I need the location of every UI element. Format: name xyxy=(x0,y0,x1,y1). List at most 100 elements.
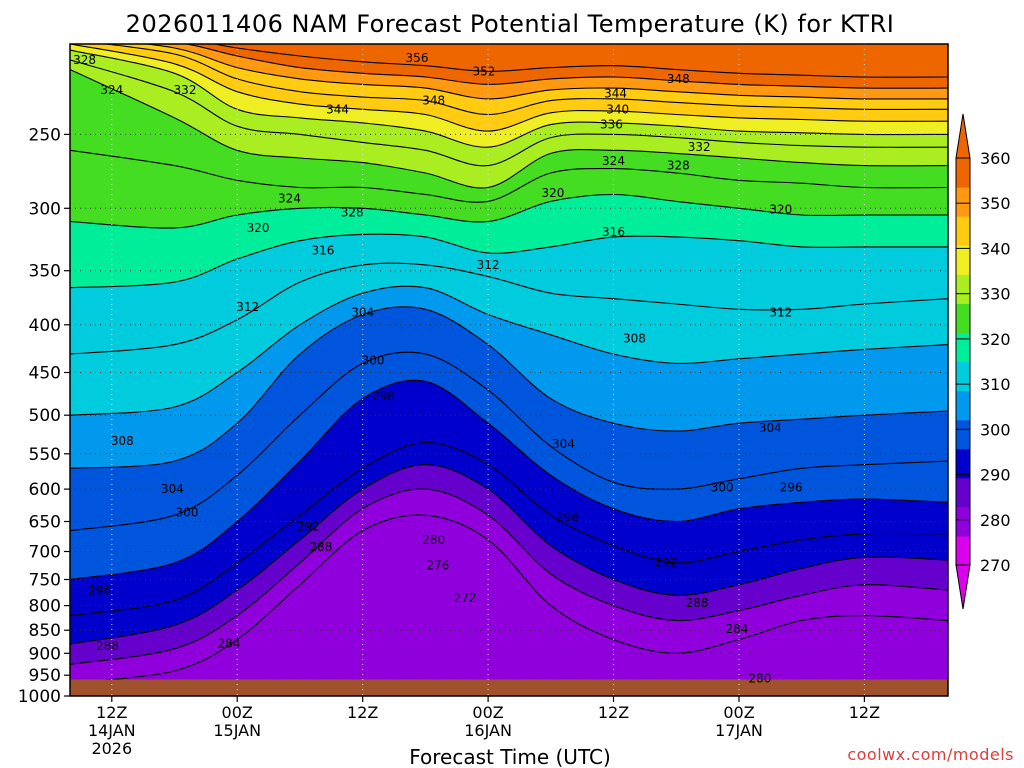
colorbar-label: 290 xyxy=(980,466,1011,485)
contour-label: 324 xyxy=(100,83,123,97)
colorbar-top-arrow xyxy=(955,113,971,159)
theta-band-fill xyxy=(70,234,948,355)
theta-band-fill xyxy=(70,352,948,580)
contour-label: 324 xyxy=(278,192,301,206)
contour-label: 356 xyxy=(406,51,429,65)
isentrope-line xyxy=(212,44,948,78)
colorbar-swatch xyxy=(956,245,970,275)
contour-label: 324 xyxy=(602,154,625,168)
contour-label: 304 xyxy=(552,437,575,451)
contour-label: 332 xyxy=(688,140,711,154)
y-tick-label: 1000 xyxy=(18,687,61,707)
contour-label: 304 xyxy=(759,421,782,435)
contour-label: 316 xyxy=(602,225,625,239)
contour-label: 304 xyxy=(161,482,184,496)
x-tick-label: 00Z xyxy=(222,703,253,722)
theta-band-fill xyxy=(70,306,948,531)
colorbar-swatch xyxy=(956,477,970,508)
contour-label: 288 xyxy=(309,540,332,554)
grid-layer xyxy=(70,44,948,696)
chart-title: 2026011406 NAM Forecast Potential Temper… xyxy=(126,10,895,38)
y-tick-label: 850 xyxy=(29,621,61,641)
y-tick-label: 500 xyxy=(29,406,61,426)
y-tick-label: 900 xyxy=(29,644,61,664)
colorbar-swatch xyxy=(956,216,970,246)
theta-band-fill xyxy=(70,380,948,616)
contour-label: 296 xyxy=(780,481,803,495)
theta-band-fill xyxy=(70,50,948,166)
contour-label: 296 xyxy=(556,511,579,525)
y-tick-label: 550 xyxy=(29,445,61,465)
theta-band-fill xyxy=(70,442,948,645)
contour-label: 312 xyxy=(477,258,500,272)
contour-label: 284 xyxy=(725,622,748,636)
credit-link[interactable]: coolwx.com/models xyxy=(847,745,1014,764)
contour-label: 352 xyxy=(472,64,495,78)
contour-label: 284 xyxy=(217,636,240,650)
contour-label: 272 xyxy=(454,591,477,605)
contour-label: 320 xyxy=(541,186,564,200)
colorbar-swatch xyxy=(956,535,970,566)
x-tick-label: 12Z xyxy=(598,703,629,722)
contour-label: 288 xyxy=(96,639,119,653)
x-tick-label: 17JAN xyxy=(715,721,763,740)
theta-band-fill xyxy=(70,59,948,188)
colorbar-label: 270 xyxy=(980,556,1011,575)
x-axis-label: Forecast Time (UTC) xyxy=(409,745,611,768)
contour-label: 304 xyxy=(351,306,374,320)
y-tick-label: 950 xyxy=(29,666,61,686)
colorbar-swatch xyxy=(956,361,970,392)
isentrope-line xyxy=(70,149,948,203)
plot-frame xyxy=(69,43,949,697)
x-tick-label: 00Z xyxy=(723,703,754,722)
isentrope-line xyxy=(70,442,948,617)
colorbar-label: 320 xyxy=(980,330,1011,349)
colorbar-swatch xyxy=(956,158,970,188)
theta-band-fill xyxy=(70,286,948,469)
colorbar-swatch xyxy=(956,332,970,362)
contour-label: 288 xyxy=(686,596,709,610)
x-tick-label: 16JAN xyxy=(464,721,512,740)
isentrope-line xyxy=(184,44,948,89)
isentrope-line xyxy=(70,44,948,132)
theta-band-fill xyxy=(70,194,948,288)
x-tick-label: 00Z xyxy=(472,703,503,722)
contour-label: 340 xyxy=(606,102,629,116)
colorbar-label: 310 xyxy=(980,375,1011,394)
x-tick-label: 2026 xyxy=(91,739,132,758)
isentrope-line xyxy=(70,69,948,189)
theta-band-fill xyxy=(70,44,948,78)
isentrope-line xyxy=(143,44,948,100)
contour-label: 312 xyxy=(769,306,792,320)
contour-label: 348 xyxy=(422,94,445,108)
theta-fill-layer xyxy=(70,44,948,696)
y-tick-label: 400 xyxy=(29,316,61,336)
contour-label: 348 xyxy=(667,72,690,86)
isentrope-line xyxy=(70,193,948,229)
colorbar-swatch xyxy=(956,506,970,537)
isentrope-contour-layer xyxy=(70,44,948,684)
contour-label: 344 xyxy=(326,102,349,116)
contour-label: 276 xyxy=(426,559,449,573)
contour-label: 300 xyxy=(362,354,385,368)
theta-band-fill xyxy=(70,44,948,132)
y-tick-label: 700 xyxy=(29,543,61,563)
isentrope-line xyxy=(70,379,948,581)
x-tick-label: 15JAN xyxy=(213,721,261,740)
isentrope-line xyxy=(70,488,948,665)
isentrope-line xyxy=(70,285,948,416)
terrain-layer xyxy=(70,679,948,696)
theta-band-fill xyxy=(70,69,948,203)
contour-label: 312 xyxy=(236,300,259,314)
y-tick-label: 350 xyxy=(29,262,61,282)
colorbar-label: 360 xyxy=(980,149,1011,168)
colorbar-label: 300 xyxy=(980,420,1011,439)
y-tick-label: 750 xyxy=(29,571,61,591)
contour-label: 328 xyxy=(667,159,690,173)
terrain-ground xyxy=(70,679,948,696)
contour-label: 332 xyxy=(174,83,197,97)
y-tick-label: 600 xyxy=(29,480,61,500)
contour-label: 300 xyxy=(176,506,199,520)
